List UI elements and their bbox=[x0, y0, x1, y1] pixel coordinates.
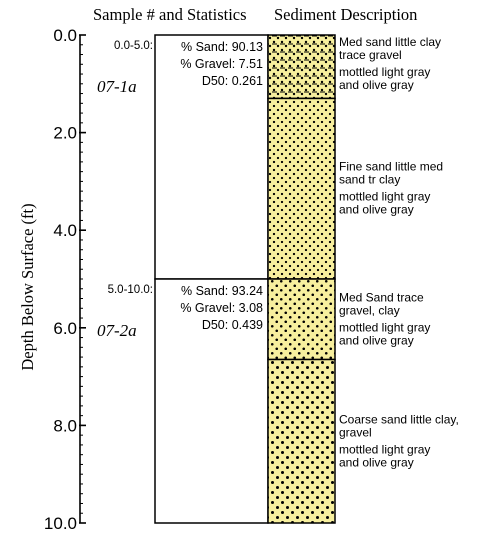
layer-description-line: Med sand little clay bbox=[339, 35, 441, 49]
header-sample-statistics: Sample # and Statistics bbox=[93, 5, 247, 24]
sample-stat: % Gravel: 7.51 bbox=[180, 57, 263, 71]
sample-interval-box bbox=[154, 278, 269, 524]
sample-interval-label: 5.0-10.0: bbox=[108, 284, 153, 296]
layer-description-line: sand tr clay bbox=[339, 173, 400, 187]
header-sediment-description: Sediment Description bbox=[274, 5, 417, 24]
tick-label: 10.0 bbox=[44, 514, 77, 533]
tick-label: 0.0 bbox=[53, 26, 77, 45]
lithology-layer-fine-sand bbox=[267, 97, 336, 280]
lithology-layer-sand-gravel bbox=[267, 34, 336, 100]
layer-description-line: trace gravel bbox=[339, 48, 402, 62]
y-axis-major-ticks: 0.0 2.0 4.0 6.0 8.0 10.0 bbox=[44, 26, 86, 533]
lithology-layer-coarse-sand bbox=[267, 358, 336, 524]
sample-id: 07-2a bbox=[97, 321, 137, 340]
lithology-column bbox=[267, 34, 336, 524]
layer-description-line: Fine sand little med bbox=[339, 160, 443, 174]
tick-label: 2.0 bbox=[53, 124, 77, 143]
sample-interval-box bbox=[154, 34, 269, 280]
layer-description-line: mottled light gray bbox=[339, 190, 430, 204]
y-axis-label: Depth Below Surface (ft) bbox=[18, 203, 37, 370]
tick-label: 4.0 bbox=[53, 221, 77, 240]
layer-description-line: Med Sand trace bbox=[339, 290, 424, 304]
layer-description-line: and olive gray bbox=[339, 455, 414, 469]
layer-description-line: mottled light gray bbox=[339, 320, 430, 334]
layer-description-line: and olive gray bbox=[339, 78, 414, 92]
layer-description-line: and olive gray bbox=[339, 333, 414, 347]
layer-description-line: gravel, clay bbox=[339, 303, 400, 317]
sample-stat: % Gravel: 3.08 bbox=[180, 301, 263, 315]
sample-stat: D50: 0.439 bbox=[202, 318, 263, 332]
sample-stat: D50: 0.261 bbox=[202, 74, 263, 88]
layer-description-line: gravel bbox=[339, 425, 372, 439]
lithology-layer-med-sand bbox=[267, 278, 336, 361]
layer-description-line: Coarse sand little clay, bbox=[339, 412, 459, 426]
tick-label: 6.0 bbox=[53, 319, 77, 338]
tick-label: 8.0 bbox=[53, 416, 77, 435]
sample-stat: % Sand: 90.13 bbox=[181, 40, 263, 54]
layer-description-line: and olive gray bbox=[339, 203, 414, 217]
sample-stat: % Sand: 93.24 bbox=[181, 284, 263, 298]
layer-description-line: mottled light gray bbox=[339, 65, 430, 79]
sample-id: 07-1a bbox=[97, 77, 137, 96]
sample-column: 0.0-5.0: % Sand: 90.13 % Gravel: 7.51 D50: … bbox=[97, 34, 269, 524]
sample-interval-label: 0.0-5.0: bbox=[114, 40, 153, 52]
layer-description-line: mottled light gray bbox=[339, 442, 430, 456]
